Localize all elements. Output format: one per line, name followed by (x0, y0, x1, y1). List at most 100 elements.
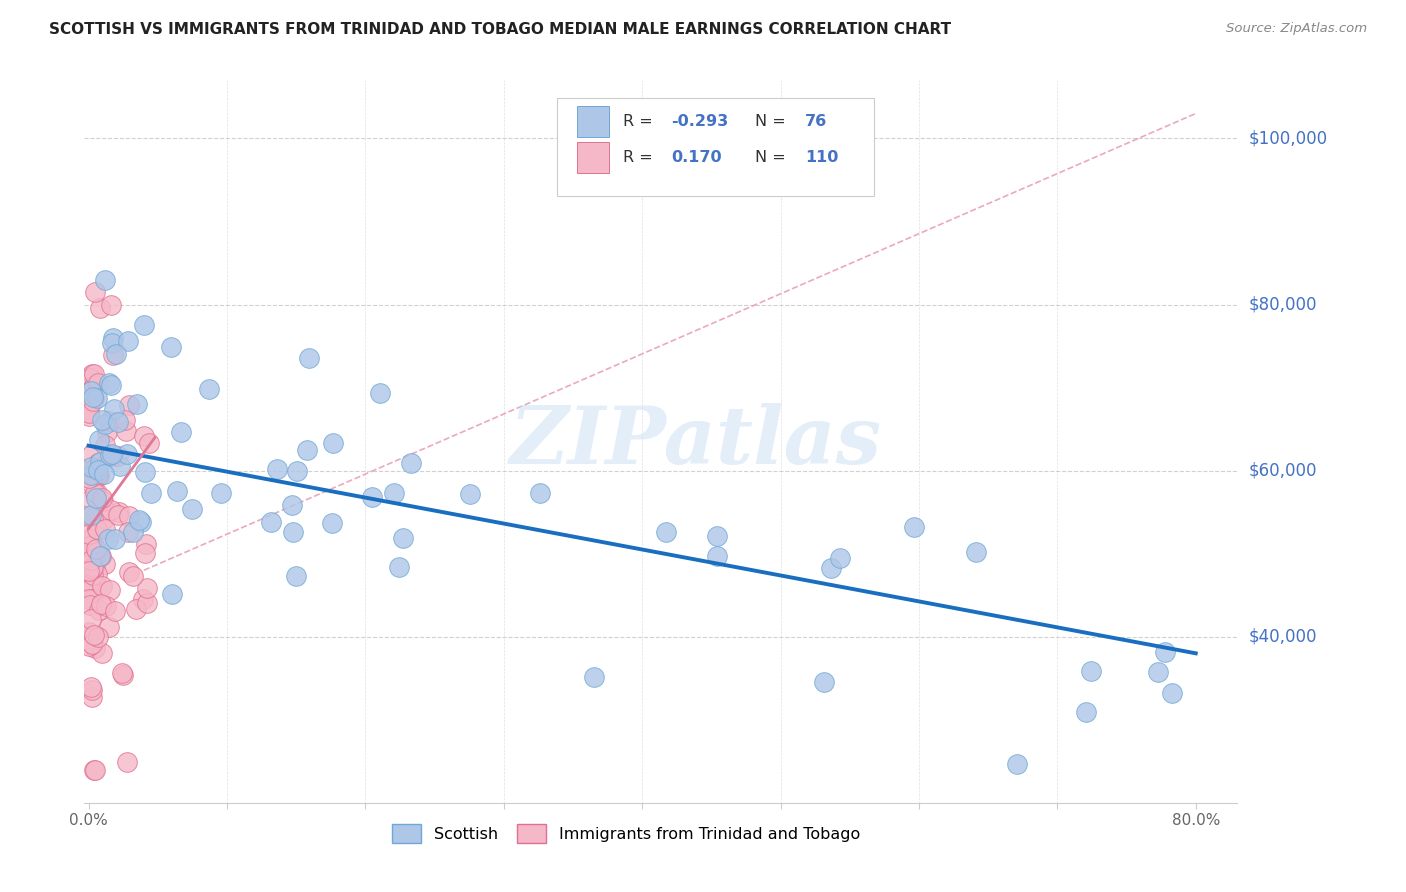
Point (83, 379, 105, 393)
Point (77, 591, 100, 606)
Point (79, 680, 101, 694)
Point (90, 579, 112, 593)
Point (79, 598, 101, 612)
Point (655, 524, 678, 539)
Point (82, 382, 104, 396)
Point (903, 520, 925, 534)
Point (129, 515, 152, 529)
Text: 76: 76 (806, 114, 827, 129)
Point (706, 528, 728, 542)
Point (112, 668, 135, 682)
Point (94, 417, 117, 431)
Point (370, 386, 392, 401)
Point (98, 413, 121, 427)
Point (79, 532, 101, 546)
Point (77, 624, 100, 639)
Point (1074, 705, 1097, 719)
Point (87, 456, 110, 470)
Point (80, 690, 103, 704)
Point (77, 508, 100, 523)
Point (77, 405, 100, 419)
Point (94, 599, 117, 613)
Point (125, 602, 148, 616)
Point (98, 376, 121, 390)
Point (115, 447, 138, 461)
Point (134, 465, 156, 479)
Point (86, 463, 108, 477)
Point (80, 562, 103, 576)
Text: $80,000: $80,000 (1249, 295, 1317, 313)
Point (160, 587, 183, 601)
Point (82, 682, 104, 697)
Point (93, 512, 115, 526)
Point (80, 492, 103, 507)
Point (107, 449, 129, 463)
Point (122, 525, 145, 540)
Point (89, 433, 111, 447)
Point (77, 464, 100, 478)
Point (391, 532, 413, 546)
Text: N =: N = (755, 114, 792, 129)
Point (101, 449, 124, 463)
Point (104, 532, 127, 546)
Point (83, 391, 105, 405)
Point (77, 533, 100, 547)
Point (87, 630, 110, 644)
Point (79, 582, 101, 597)
Point (160, 340, 183, 354)
Point (80, 508, 103, 523)
Point (134, 546, 156, 560)
Point (77, 640, 100, 654)
Point (79, 612, 101, 626)
Point (83, 628, 105, 642)
Point (80, 460, 103, 475)
Point (90, 413, 112, 427)
Point (84, 285, 107, 299)
Point (79, 626, 101, 640)
Point (101, 335, 124, 350)
Point (83, 640, 105, 655)
Point (86, 491, 108, 505)
Legend: Scottish, Immigrants from Trinidad and Tobago: Scottish, Immigrants from Trinidad and T… (387, 818, 866, 849)
Point (108, 504, 131, 518)
Point (134, 318, 156, 333)
Point (94, 522, 117, 536)
FancyBboxPatch shape (576, 143, 609, 173)
Point (100, 298, 122, 312)
Point (322, 436, 344, 450)
Text: $60,000: $60,000 (1249, 461, 1317, 480)
Point (828, 550, 851, 565)
Point (361, 490, 384, 504)
Text: 0.170: 0.170 (671, 150, 721, 165)
Point (83, 486, 105, 500)
Point (1005, 757, 1028, 772)
Point (458, 487, 481, 501)
Point (115, 755, 138, 769)
Point (281, 498, 304, 512)
Point (80, 533, 103, 548)
Point (82, 390, 104, 404)
Point (87, 376, 110, 391)
Point (89, 455, 111, 469)
Text: 110: 110 (806, 150, 838, 165)
Point (79, 471, 101, 485)
Point (965, 545, 987, 559)
Point (101, 447, 124, 461)
Point (111, 665, 134, 680)
Point (132, 429, 155, 443)
Point (80, 384, 103, 399)
Point (98, 449, 121, 463)
Point (87, 467, 110, 482)
Text: R =: R = (623, 114, 658, 129)
Point (181, 502, 204, 516)
Point (266, 462, 288, 476)
Point (79, 526, 101, 541)
Point (260, 515, 283, 529)
Point (105, 347, 128, 361)
Point (100, 503, 122, 517)
Point (90, 549, 112, 564)
Point (141, 485, 163, 500)
Point (79, 370, 101, 384)
Point (136, 596, 159, 610)
Point (91, 491, 114, 505)
